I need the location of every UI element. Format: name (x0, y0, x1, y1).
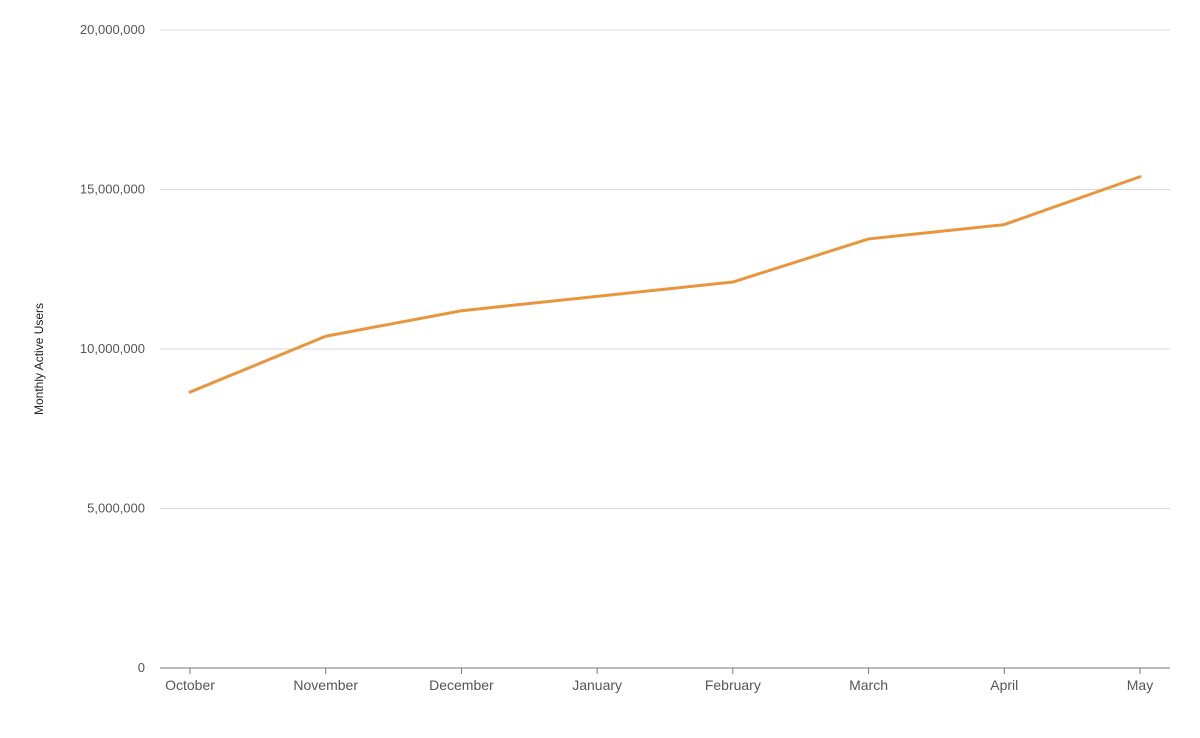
chart-canvas: 0 5,000,000 10,000,000 15,000,000 20,000,000… (0, 0, 1200, 738)
y-tick-label: 15,000,000 (80, 182, 145, 197)
y-tick-label: 20,000,000 (80, 22, 145, 37)
x-tick-label: May (1127, 677, 1153, 693)
x-tick-label: January (572, 677, 622, 693)
x-tick-label: March (849, 677, 888, 693)
x-tick-label: October (165, 677, 215, 693)
x-tick-label: April (990, 677, 1018, 693)
x-tick-label: November (293, 677, 358, 693)
x-tick-label: February (705, 677, 761, 693)
y-axis-label: Monthly Active Users (32, 303, 46, 415)
y-tick-label: 0 (138, 660, 145, 675)
y-tick-label: 5,000,000 (87, 501, 145, 516)
y-tick-label: 10,000,000 (80, 341, 145, 356)
x-tick-label: December (429, 677, 494, 693)
mau-line-chart: 0 5,000,000 10,000,000 15,000,000 20,000,000… (0, 0, 1200, 738)
